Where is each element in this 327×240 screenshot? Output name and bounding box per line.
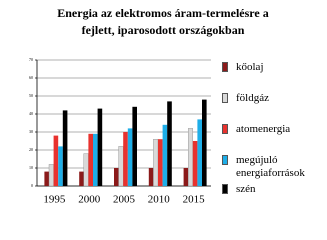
bar	[83, 153, 89, 187]
x-tick-label: 2015	[183, 194, 206, 206]
y-tick-label: 20	[29, 147, 33, 152]
legend-item: atomenergia	[218, 123, 324, 136]
chart: Energia az elektromos áram-termelésre a …	[29, 6, 269, 206]
legend-label: atomenergia	[236, 123, 291, 135]
y-tick-label: 10	[29, 165, 33, 170]
legend-label: megújuló energiaforrások	[236, 154, 305, 179]
bar	[114, 168, 119, 186]
bar	[132, 106, 137, 186]
bar	[192, 141, 198, 186]
legend-item: földgáz	[218, 92, 324, 105]
bar	[202, 99, 207, 186]
legend-item: kőolaj	[218, 61, 324, 74]
page: Energia az elektromos áram-termelésre a …	[29, 5, 324, 206]
chart-title: fejlett, iparosodott országokban	[82, 23, 245, 37]
bar	[153, 138, 159, 187]
legend-label: földgáz	[236, 92, 269, 104]
bar	[167, 101, 172, 186]
y-tick-label: 60	[29, 75, 33, 80]
legend-item: szén	[218, 183, 324, 196]
y-tick-label: 30	[29, 129, 33, 134]
bar	[197, 119, 202, 186]
x-tick-label: 1995	[43, 194, 66, 206]
y-tick-label: 0	[31, 183, 33, 188]
bar	[93, 133, 98, 186]
legend-swatch	[222, 93, 228, 103]
legend-swatch	[222, 62, 228, 72]
bar	[123, 132, 128, 186]
legend-swatch	[222, 155, 228, 165]
bar	[158, 139, 163, 186]
bar	[58, 146, 63, 186]
bar	[187, 128, 193, 187]
bar	[127, 128, 133, 186]
bar	[48, 164, 54, 187]
bar	[53, 135, 59, 186]
bar	[62, 110, 68, 186]
legend-swatch	[222, 184, 228, 194]
bar	[162, 124, 168, 186]
bar	[79, 171, 84, 186]
legend-swatch	[222, 124, 228, 134]
bar	[183, 168, 189, 186]
legend-label: szén	[236, 183, 256, 195]
y-tick-label: 40	[29, 111, 33, 116]
bar	[44, 171, 49, 186]
bar	[148, 168, 154, 186]
chart-title: Energia az elektromos áram-termelésre a	[57, 6, 268, 20]
x-tick-label: 2005	[113, 194, 136, 206]
bar	[97, 108, 103, 186]
x-tick-label: 2010	[148, 194, 171, 206]
legend-label: kőolaj	[236, 61, 264, 73]
bar	[118, 146, 124, 187]
bar	[88, 133, 93, 186]
y-tick-label: 50	[29, 93, 33, 98]
x-tick-label: 2000	[78, 194, 101, 206]
legend-item: megújuló energiaforrások	[218, 154, 324, 180]
y-tick-label: 70	[29, 57, 33, 62]
